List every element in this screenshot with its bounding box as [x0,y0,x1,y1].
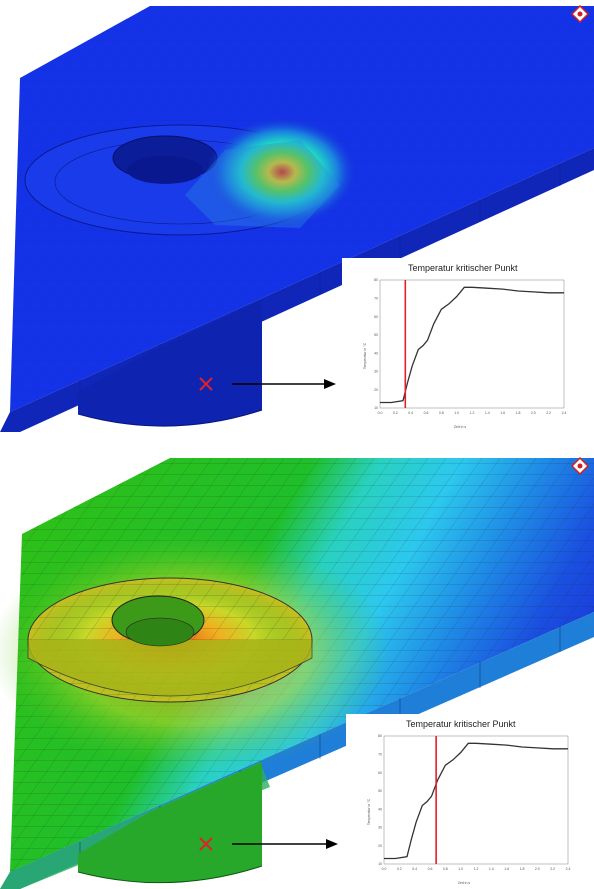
logo-badge-icon [570,4,590,24]
temperature-curve [384,742,568,860]
x-tick-label: 1.4 [485,411,490,415]
fem-model-bottom [0,456,594,889]
y-tick-label: 50 [378,789,382,793]
x-tick-label: 2.0 [535,867,540,871]
boss-cylinder [78,300,262,427]
temperature-curve [380,286,564,404]
y-tick-label: 60 [374,315,378,319]
y-tick-label: 40 [374,351,378,355]
x-tick-label: 2.2 [546,411,551,415]
x-tick-label: 1.4 [489,867,494,871]
x-tick-label: 0.6 [428,867,433,871]
x-tick-label: 1.8 [516,411,521,415]
x-tick-label: 1.8 [520,867,525,871]
x-tick-label: 0.8 [443,867,448,871]
y-tick-label: 70 [378,752,382,756]
simulation-panel-bottom: Temperatur kritischer Punkt Zeit in s Te… [0,452,594,889]
y-tick-label: 80 [374,278,378,282]
fem-model-top [0,4,594,432]
arrow-right-icon [232,379,336,389]
y-tick-label: 30 [374,370,378,374]
x-tick-label: 2.4 [562,411,567,415]
x-tick-label: 2.2 [550,867,555,871]
x-tick-label: 1.2 [470,411,475,415]
x-tick-label: 0.4 [412,867,417,871]
y-tick-label: 20 [378,844,382,848]
y-tick-label: 50 [374,333,378,337]
logo-badge-icon [570,456,590,476]
y-tick-label: 10 [378,862,382,866]
hotspot-field [207,117,357,227]
plot-frame [383,735,569,865]
temperature-chart-top: Temperatur kritischer Punkt Zeit in s Te… [342,258,572,430]
x-axis-label: Zeit in s [454,425,467,429]
x-tick-label: 1.6 [504,867,509,871]
y-tick-label: 60 [378,771,382,775]
x-tick-label: 1.0 [454,411,459,415]
temperature-chart-bottom: Temperatur kritischer Punkt Zeit in s Te… [346,714,576,886]
y-axis-label: Temperatur in °C [363,342,367,369]
x-tick-label: 2.0 [531,411,536,415]
x-tick-label: 0.0 [382,867,387,871]
y-tick-label: 40 [378,807,382,811]
x-tick-label: 1.0 [458,867,463,871]
x-tick-label: 0.2 [397,867,402,871]
x-tick-label: 0.2 [393,411,398,415]
critical-point-x-icon [199,377,213,391]
chart-background [346,714,576,886]
y-axis-label: Temperatur in °C [367,798,371,825]
x-tick-label: 0.8 [439,411,444,415]
chart-background [342,258,572,430]
critical-point-x-icon [199,837,213,851]
plot-frame [379,279,565,409]
y-tick-label: 80 [378,734,382,738]
chart-title: Temperatur kritischer Punkt [408,263,518,273]
y-tick-label: 10 [374,406,378,410]
y-tick-label: 20 [374,388,378,392]
x-tick-label: 1.2 [474,867,479,871]
arrow-right-icon [232,839,338,849]
simulation-panel-top: Temperatur kritischer Punkt Zeit in s Te… [0,0,594,432]
x-tick-label: 2.4 [566,867,571,871]
boss-cylinder [78,762,262,883]
chart-title: Temperatur kritischer Punkt [406,719,516,729]
x-tick-label: 1.6 [500,411,505,415]
x-tick-label: 0.0 [378,411,383,415]
y-tick-label: 30 [378,826,382,830]
y-tick-label: 70 [374,296,378,300]
x-axis-label: Zeit in s [458,881,471,885]
x-tick-label: 0.4 [408,411,413,415]
x-tick-label: 0.6 [424,411,429,415]
